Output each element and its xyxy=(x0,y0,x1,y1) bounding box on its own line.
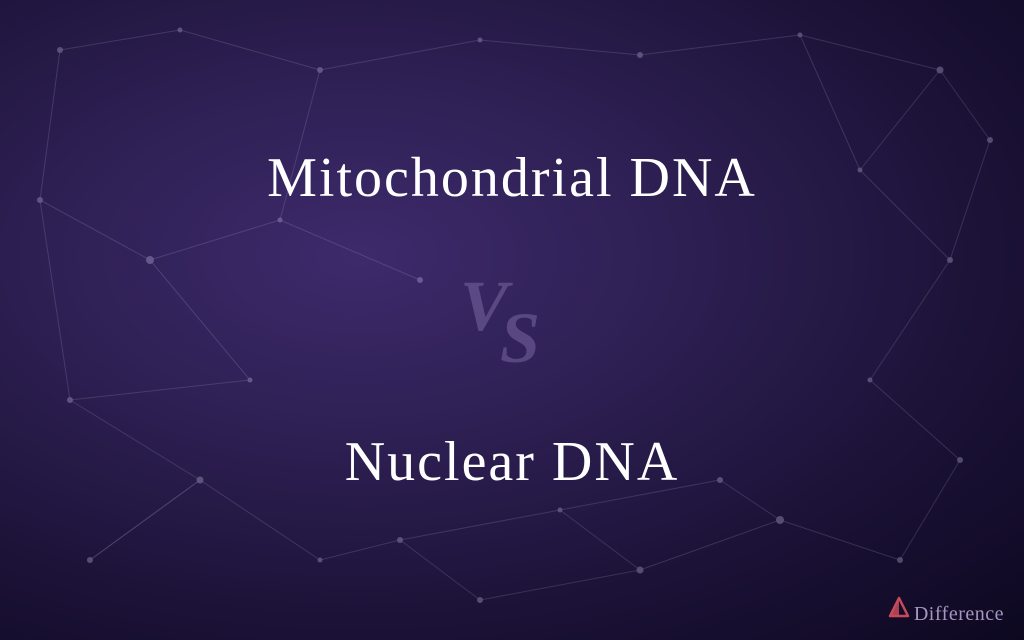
vs-separator: V S xyxy=(452,280,572,360)
main-content: Mitochondrial DNA V S Nuclear DNA xyxy=(0,0,1024,640)
brand-text: Difference xyxy=(914,603,1004,626)
term-top: Mitochondrial DNA xyxy=(267,146,757,210)
term-bottom: Nuclear DNA xyxy=(345,430,680,494)
brand-logo: Difference xyxy=(886,594,1004,626)
vs-letter-s: S xyxy=(500,313,540,363)
logo-triangle-icon xyxy=(886,594,912,620)
